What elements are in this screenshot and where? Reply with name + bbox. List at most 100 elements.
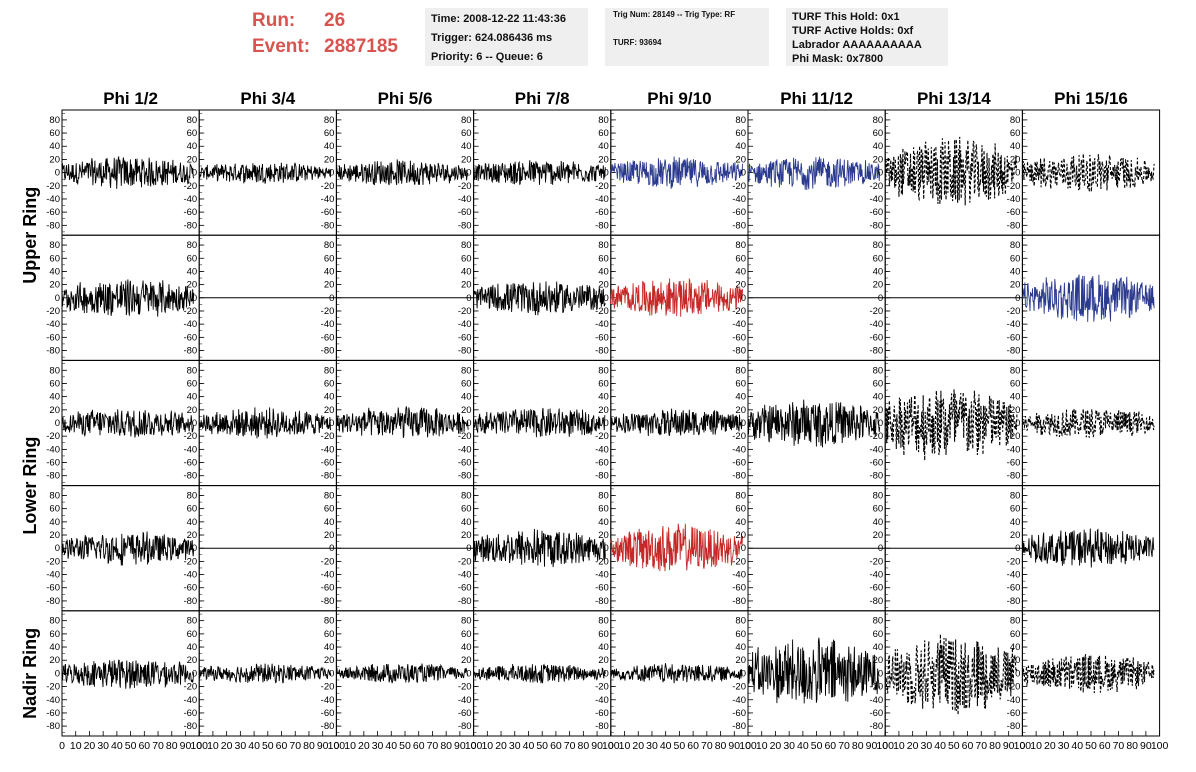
y-tick-label: 80 bbox=[735, 240, 746, 251]
y-tick-label: -40 bbox=[869, 444, 883, 455]
y-tick-label: -20 bbox=[321, 682, 335, 693]
priority-text: Priority: 6 -- Queue: 6 bbox=[431, 51, 543, 63]
x-tick-label: 30 bbox=[783, 740, 795, 752]
waveform-trace bbox=[884, 634, 1018, 715]
y-tick-label: 80 bbox=[461, 365, 472, 376]
x-tick-label: 60 bbox=[276, 740, 288, 752]
y-tick-label: 0 bbox=[741, 543, 746, 554]
y-tick-label: 80 bbox=[187, 240, 198, 251]
y-tick-label: 60 bbox=[1010, 253, 1021, 264]
y-tick-label: 40 bbox=[1010, 266, 1021, 277]
y-tick-label: 20 bbox=[1010, 655, 1021, 666]
y-tick-label: 60 bbox=[324, 253, 335, 264]
waveform-trace bbox=[335, 663, 469, 684]
y-tick-label: -80 bbox=[321, 471, 335, 482]
column-header: Phi 13/14 bbox=[917, 89, 991, 108]
y-tick-label: -60 bbox=[321, 332, 335, 343]
y-tick-label: -40 bbox=[732, 570, 746, 581]
y-tick-label: 80 bbox=[598, 616, 609, 627]
y-tick-label: -40 bbox=[183, 444, 197, 455]
x-tick-label: 0 bbox=[1019, 740, 1025, 752]
y-tick-label: -40 bbox=[458, 570, 472, 581]
x-tick-label: 90 bbox=[317, 740, 329, 752]
y-tick-label: 80 bbox=[598, 490, 609, 501]
x-tick-label: 10 bbox=[344, 740, 356, 752]
waveform-trace bbox=[198, 407, 332, 439]
y-tick-label: 40 bbox=[873, 642, 884, 653]
x-tick-label: 40 bbox=[797, 740, 809, 752]
y-tick-label: 60 bbox=[598, 253, 609, 264]
y-tick-label: -60 bbox=[732, 332, 746, 343]
y-tick-label: -20 bbox=[1007, 181, 1021, 192]
y-tick-label: -40 bbox=[1007, 695, 1021, 706]
y-tick-label: 40 bbox=[49, 141, 60, 152]
y-tick-label: 80 bbox=[461, 616, 472, 627]
y-tick-label: -80 bbox=[595, 721, 609, 732]
y-tick-label: -40 bbox=[869, 319, 883, 330]
x-tick-label: 30 bbox=[372, 740, 384, 752]
y-tick-label: 20 bbox=[49, 530, 60, 541]
y-tick-label: 20 bbox=[1010, 154, 1021, 165]
y-tick-label: 80 bbox=[187, 490, 198, 501]
y-tick-label: 0 bbox=[329, 668, 334, 679]
waveform-trace bbox=[336, 159, 469, 186]
run-label: Run: bbox=[252, 10, 296, 31]
y-tick-label: -40 bbox=[321, 444, 335, 455]
time-info-box: Time: 2008-12-22 11:43:36 Trigger: 624.0… bbox=[425, 8, 588, 66]
y-tick-label: 80 bbox=[598, 115, 609, 126]
y-tick-label: -60 bbox=[595, 207, 609, 218]
x-tick-label: 40 bbox=[934, 740, 946, 752]
y-tick-label: -20 bbox=[869, 181, 883, 192]
y-tick-label: 0 bbox=[55, 418, 60, 429]
y-tick-label: 20 bbox=[49, 280, 60, 291]
y-tick-label: -80 bbox=[458, 721, 472, 732]
y-tick-label: 80 bbox=[735, 115, 746, 126]
y-tick-label: 80 bbox=[1010, 240, 1021, 251]
y-tick-label: 0 bbox=[604, 418, 609, 429]
x-tick-label: 10 bbox=[1030, 740, 1042, 752]
y-tick-label: 40 bbox=[324, 517, 335, 528]
y-tick-label: -60 bbox=[595, 708, 609, 719]
y-tick-label: 40 bbox=[598, 392, 609, 403]
y-tick-label: 80 bbox=[324, 616, 335, 627]
y-tick-label: 40 bbox=[187, 141, 198, 152]
y-tick-label: 40 bbox=[324, 266, 335, 277]
y-tick-label: -60 bbox=[869, 332, 883, 343]
y-tick-label: -60 bbox=[46, 458, 60, 469]
waveform-trace bbox=[610, 156, 743, 189]
y-tick-label: 40 bbox=[187, 642, 198, 653]
y-tick-label: 0 bbox=[741, 168, 746, 179]
y-tick-label: 60 bbox=[324, 629, 335, 640]
x-tick-label: 50 bbox=[1085, 740, 1097, 752]
y-tick-label: 80 bbox=[49, 240, 60, 251]
y-tick-label: -60 bbox=[1007, 708, 1021, 719]
y-tick-label: 40 bbox=[461, 392, 472, 403]
waveform-trace bbox=[198, 663, 332, 684]
x-tick-label: 10 bbox=[481, 740, 493, 752]
y-tick-label: -60 bbox=[183, 332, 197, 343]
y-tick-label: 60 bbox=[598, 504, 609, 515]
y-tick-label: 0 bbox=[55, 168, 60, 179]
y-tick-label: 40 bbox=[873, 517, 884, 528]
y-tick-label: -60 bbox=[869, 207, 883, 218]
y-tick-label: -40 bbox=[183, 319, 197, 330]
waveform-trace bbox=[1021, 528, 1155, 568]
y-tick-label: -80 bbox=[1007, 596, 1021, 607]
y-tick-label: -20 bbox=[1007, 431, 1021, 442]
y-tick-label: 80 bbox=[735, 616, 746, 627]
y-tick-label: 20 bbox=[735, 154, 746, 165]
y-tick-label: -40 bbox=[458, 194, 472, 205]
x-tick-label: 10 bbox=[756, 740, 768, 752]
y-tick-label: 60 bbox=[873, 629, 884, 640]
y-tick-label: -40 bbox=[869, 194, 883, 205]
y-tick-label: 20 bbox=[873, 530, 884, 541]
y-tick-label: -60 bbox=[595, 332, 609, 343]
y-tick-label: 20 bbox=[461, 154, 472, 165]
y-tick-label: 0 bbox=[192, 418, 197, 429]
waveform-trace bbox=[473, 663, 606, 684]
y-tick-label: 20 bbox=[187, 405, 198, 416]
y-tick-label: 80 bbox=[187, 365, 198, 376]
y-tick-label: 20 bbox=[873, 280, 884, 291]
y-tick-label: -60 bbox=[46, 583, 60, 594]
y-tick-label: 20 bbox=[735, 655, 746, 666]
